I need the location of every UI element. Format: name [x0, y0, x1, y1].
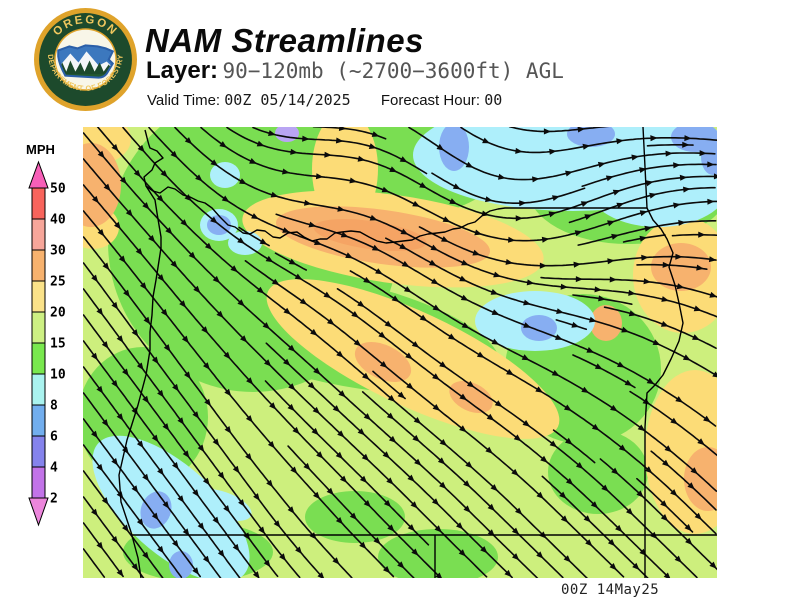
wind-speed-regions [83, 127, 717, 578]
map-timestamp: 00Z 14May25 [561, 582, 660, 598]
svg-text:MPH: MPH [26, 142, 55, 157]
forecast-hour-value: 00 [484, 91, 503, 109]
svg-text:30: 30 [50, 244, 66, 259]
svg-text:2: 2 [50, 492, 58, 507]
or-id-snake-border [644, 207, 684, 578]
svg-text:4: 4 [50, 461, 58, 476]
wa-id-border [642, 127, 648, 209]
layer-label: Layer: [146, 57, 219, 84]
forecast-hour-label: Forecast Hour: [380, 92, 481, 109]
wind-speed-legend: MPH 50 40 30 25 20 15 10 8 6 4 2 [26, 142, 66, 527]
valid-time-line: Valid Time: 00Z 05/14/2025 Forecast Hour… [147, 91, 502, 109]
layer-line: Layer: 90−120mb (~2700−3600ft) AGL [146, 57, 564, 85]
svg-text:8: 8 [50, 399, 58, 414]
svg-text:6: 6 [50, 430, 58, 445]
streamline-arrowheads [91, 127, 717, 578]
svg-text:25: 25 [50, 275, 66, 290]
valid-time-value: 00Z 05/14/2025 [224, 91, 351, 109]
odf-logo: OREGON DEPARTMENT OF FORESTRY [34, 8, 137, 111]
svg-text:15: 15 [50, 337, 66, 352]
svg-text:20: 20 [50, 306, 66, 321]
svg-text:50: 50 [50, 182, 66, 197]
svg-text:40: 40 [50, 213, 66, 228]
svg-text:10: 10 [50, 368, 66, 383]
coastline [118, 129, 164, 578]
columbia-river-wa-border [145, 185, 647, 244]
logo-state-emblem [57, 44, 115, 79]
valid-time-label: Valid Time: [147, 92, 221, 109]
streamline-map [83, 127, 717, 578]
layer-value: 90−120mb (~2700−3600ft) AGL [222, 59, 564, 83]
streamlines [83, 127, 717, 578]
page-title: NAM Streamlines [145, 22, 424, 59]
geo-borders [118, 127, 717, 578]
